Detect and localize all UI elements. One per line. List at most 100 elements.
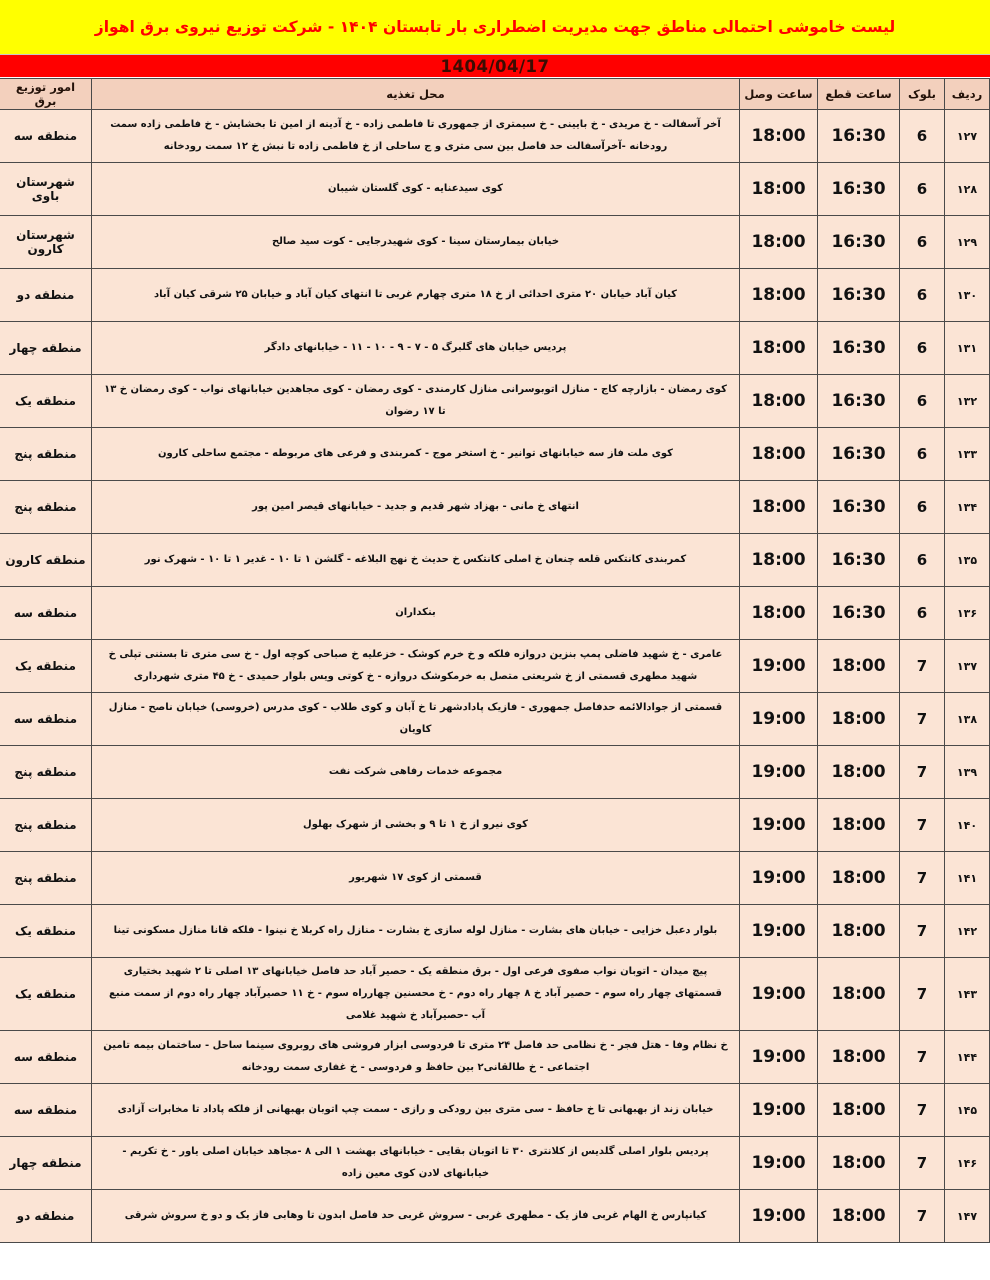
outage-table: ردیف بلوک ساعت قطع ساعت وصل محل تغذیه ام… (0, 78, 990, 1243)
block-cell: 6 (899, 268, 945, 322)
table-row: ۱۳۴ 6 16:30 18:00 انتهای خ مانی - بهزاد شهر … (0, 480, 990, 534)
reconnect-time-cell: 18:00 (739, 427, 818, 481)
district-cell: منطقه پنج (0, 798, 92, 852)
table-row: ۱۳۹ 7 18:00 19:00 مجموعه خدمات رفاهی شرکت نف… (0, 745, 990, 799)
reconnect-time-cell: 19:00 (739, 798, 818, 852)
reconnect-time-cell: 18:00 (739, 586, 818, 640)
table-row: ۱۴۱ 7 18:00 19:00 قسمتی از کوی ۱۷ شهریور منطق… (0, 851, 990, 905)
district-cell: منطقه یک (0, 374, 92, 428)
district-cell: منطقه کارون (0, 533, 92, 587)
row-number-cell: ۱۳۳ (944, 427, 990, 481)
reconnect-time-cell: 19:00 (739, 1030, 818, 1084)
location-cell: خ نظام وفا - هتل فجر - خ نظامی حد فاصل ۲… (91, 1030, 740, 1084)
header-cut-time: ساعت قطع (817, 78, 900, 110)
cut-time-cell: 18:00 (817, 1136, 900, 1190)
table-row: ۱۳۲ 6 16:30 18:00 کوی رمضان - بازارچه کاج - … (0, 374, 990, 428)
table-row: ۱۲۸ 6 16:30 18:00 کوی سیدعنایه - کوی گلستان … (0, 162, 990, 216)
table-row: ۱۲۹ 6 16:30 18:00 خیابان بیمارستان سینا - کو… (0, 215, 990, 269)
header-reconnect-time: ساعت وصل (739, 78, 818, 110)
cut-time-cell: 18:00 (817, 957, 900, 1031)
block-cell: 6 (899, 533, 945, 587)
district-cell: منطقه سه (0, 109, 92, 163)
cut-time-cell: 16:30 (817, 427, 900, 481)
block-cell: 7 (899, 957, 945, 1031)
district-cell: منطقه سه (0, 586, 92, 640)
reconnect-time-cell: 18:00 (739, 162, 818, 216)
table-row: ۱۴۵ 7 18:00 19:00 خیابان زند از بهبهانی تا خ… (0, 1083, 990, 1137)
table-row: ۱۳۸ 7 18:00 19:00 قسمتی از جوادالائمه حدفاصل… (0, 692, 990, 746)
block-cell: 6 (899, 321, 945, 375)
block-cell: 6 (899, 374, 945, 428)
cut-time-cell: 16:30 (817, 374, 900, 428)
row-number-cell: ۱۳۸ (944, 692, 990, 746)
cut-time-cell: 18:00 (817, 904, 900, 958)
table-row: ۱۴۶ 7 18:00 19:00 پردیس بلوار اصلی گلدیس از … (0, 1136, 990, 1190)
cut-time-cell: 18:00 (817, 745, 900, 799)
reconnect-time-cell: 19:00 (739, 639, 818, 693)
district-cell: منطقه سه (0, 692, 92, 746)
cut-time-cell: 18:00 (817, 639, 900, 693)
reconnect-time-cell: 19:00 (739, 692, 818, 746)
location-cell: پردیس خیابان های گلبرگ ۵ - ۷ - ۹ - ۱۰ - … (91, 321, 740, 375)
table-row: ۱۳۷ 7 18:00 19:00 عامری - خ شهید فاضلی پمپ ب… (0, 639, 990, 693)
header-district: امور توزیع برق (0, 78, 92, 110)
block-cell: 7 (899, 1189, 945, 1243)
block-cell: 7 (899, 798, 945, 852)
page-title: لیست خاموشی احتمالی مناطق جهت مدیریت اضط… (94, 18, 896, 36)
table-row: ۱۴۴ 7 18:00 19:00 خ نظام وفا - هتل فجر - خ ن… (0, 1030, 990, 1084)
row-number-cell: ۱۳۰ (944, 268, 990, 322)
reconnect-time-cell: 18:00 (739, 321, 818, 375)
block-cell: 7 (899, 851, 945, 905)
row-number-cell: ۱۴۴ (944, 1030, 990, 1084)
cut-time-cell: 16:30 (817, 162, 900, 216)
page-title-banner: لیست خاموشی احتمالی مناطق جهت مدیریت اضط… (0, 0, 990, 55)
district-cell: منطقه چهار (0, 1136, 92, 1190)
cut-time-cell: 18:00 (817, 798, 900, 852)
row-number-cell: ۱۳۷ (944, 639, 990, 693)
district-cell: منطقه پنج (0, 851, 92, 905)
reconnect-time-cell: 18:00 (739, 374, 818, 428)
district-cell: منطقه یک (0, 904, 92, 958)
location-cell: آخر آسفالت - خ مریدی - خ بایینی - خ سیمت… (91, 109, 740, 163)
block-cell: 7 (899, 692, 945, 746)
location-cell: قسمتی از جوادالائمه حدفاصل جمهوری - فازی… (91, 692, 740, 746)
row-number-cell: ۱۴۵ (944, 1083, 990, 1137)
table-row: ۱۳۰ 6 16:30 18:00 کیان آباد خیابان ۲۰ متری ا… (0, 268, 990, 322)
row-number-cell: ۱۳۱ (944, 321, 990, 375)
cut-time-cell: 16:30 (817, 109, 900, 163)
row-number-cell: ۱۴۲ (944, 904, 990, 958)
block-cell: 7 (899, 1083, 945, 1137)
location-cell: عامری - خ شهید فاضلی پمپ بنزین دروازه فل… (91, 639, 740, 693)
row-number-cell: ۱۳۹ (944, 745, 990, 799)
location-cell: کوی سیدعنایه - کوی گلستان شیبان (91, 162, 740, 216)
reconnect-time-cell: 19:00 (739, 1136, 818, 1190)
cut-time-cell: 16:30 (817, 321, 900, 375)
row-number-cell: ۱۲۸ (944, 162, 990, 216)
outage-table-header: ردیف بلوک ساعت قطع ساعت وصل محل تغذیه ام… (0, 78, 990, 110)
district-cell: منطقه پنج (0, 480, 92, 534)
cut-time-cell: 16:30 (817, 480, 900, 534)
location-cell: کوی ملت فاز سه خیابانهای توانیر - خ استخ… (91, 427, 740, 481)
table-row: ۱۳۵ 6 16:30 18:00 کمربندی کانتکس قلعه چنعان … (0, 533, 990, 587)
row-number-cell: ۱۴۳ (944, 957, 990, 1031)
reconnect-time-cell: 18:00 (739, 268, 818, 322)
table-row: ۱۲۷ 6 16:30 18:00 آخر آسفالت - خ مریدی - خ ب… (0, 109, 990, 163)
district-cell: شهرستان کارون (0, 215, 92, 269)
reconnect-time-cell: 18:00 (739, 109, 818, 163)
row-number-cell: ۱۳۴ (944, 480, 990, 534)
location-cell: کمربندی کانتکس قلعه چنعان خ اصلی کانتکس … (91, 533, 740, 587)
location-cell: بنکداران (91, 586, 740, 640)
row-number-cell: ۱۳۵ (944, 533, 990, 587)
cut-time-cell: 18:00 (817, 1189, 900, 1243)
district-cell: منطقه سه (0, 1030, 92, 1084)
district-cell: منطقه سه (0, 1083, 92, 1137)
header-block: بلوک (899, 78, 945, 110)
location-cell: کیان آباد خیابان ۲۰ متری احدائی از خ ۱۸ … (91, 268, 740, 322)
table-row: ۱۳۶ 6 16:30 18:00 بنکداران منطقه سه (0, 586, 990, 640)
reconnect-time-cell: 19:00 (739, 904, 818, 958)
location-cell: کیانپارس خ الهام غربی فاز یک - مطهری غرب… (91, 1189, 740, 1243)
location-cell: مجموعه خدمات رفاهی شرکت نفت (91, 745, 740, 799)
location-cell: بلوار دعبل خزایی - خیابان های بشارت - من… (91, 904, 740, 958)
table-row: ۱۳۳ 6 16:30 18:00 کوی ملت فاز سه خیابانهای ت… (0, 427, 990, 481)
location-cell: خیابان بیمارستان سینا - کوی شهیدرجایی - … (91, 215, 740, 269)
